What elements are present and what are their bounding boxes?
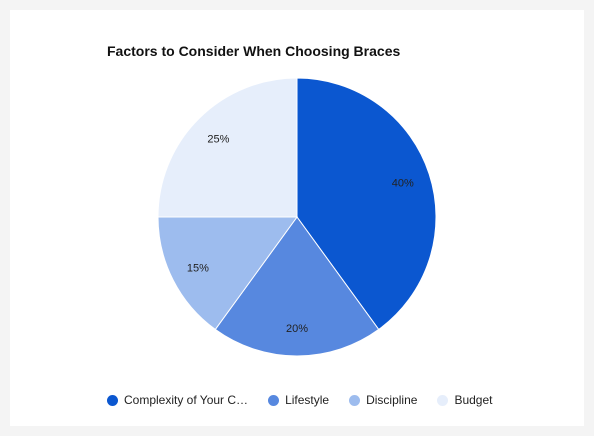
slice-percent-label: 15% bbox=[187, 262, 209, 274]
legend-label: Lifestyle bbox=[285, 393, 330, 407]
chart-title: Factors to Consider When Choosing Braces bbox=[107, 43, 401, 59]
slice-percent-label: 25% bbox=[207, 133, 229, 145]
slice-percent-label: 40% bbox=[392, 178, 414, 190]
pie-slice[interactable] bbox=[296, 77, 437, 331]
legend-item[interactable]: Discipline bbox=[349, 393, 417, 407]
pie-slice[interactable] bbox=[157, 77, 298, 218]
slice-percent-label: 20% bbox=[286, 323, 308, 335]
legend-label: Complexity of Your C… bbox=[124, 393, 249, 407]
legend-swatch bbox=[437, 394, 449, 406]
legend-swatch bbox=[349, 394, 361, 406]
legend-item[interactable]: Budget bbox=[437, 393, 493, 407]
legend-label: Budget bbox=[454, 393, 493, 407]
legend-label: Discipline bbox=[366, 393, 418, 407]
legend-item[interactable]: Lifestyle bbox=[268, 393, 329, 407]
legend-item[interactable]: Complexity of Your C… bbox=[107, 393, 248, 407]
legend-swatch bbox=[107, 394, 118, 406]
pie-slice[interactable] bbox=[157, 216, 298, 331]
legend-swatch bbox=[268, 394, 280, 406]
pie-slice[interactable] bbox=[214, 216, 380, 357]
legend: Complexity of Your C… Lifestyle Discipline… bbox=[107, 392, 513, 408]
